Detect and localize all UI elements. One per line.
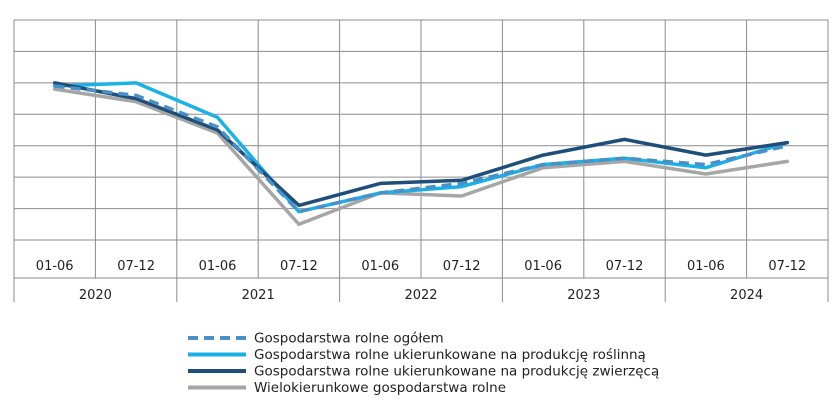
- legend-label: Gospodarstwa rolne ukierunkowane na prod…: [254, 347, 646, 363]
- year-label: 2023: [567, 288, 600, 303]
- series-line: [52, 81, 790, 208]
- year-label: 2022: [404, 288, 437, 303]
- x-tick-label: 07-12: [443, 259, 481, 274]
- x-tick-label: 01-06: [687, 259, 725, 274]
- x-tick-label: 07-12: [606, 259, 644, 274]
- series-lines: [52, 81, 790, 227]
- legend-label: Wielokierunkowe gospodarstwa rolne: [254, 380, 506, 396]
- x-axis: 01-06 07-12 01-06 07-12 01-06 07-12 01-06 07-12…: [13, 20, 829, 303]
- legend-label: Gospodarstwa rolne ogółem: [254, 331, 444, 347]
- x-tick-label: 07-12: [117, 259, 155, 274]
- series-line: [54, 84, 788, 214]
- x-tick-label: 01-06: [361, 259, 399, 274]
- legend-label: Gospodarstwa rolne ukierunkowane na prod…: [254, 364, 659, 380]
- year-label: 2020: [79, 288, 112, 303]
- x-tick-label: 01-06: [199, 259, 237, 274]
- x-tick-label: 07-12: [768, 259, 806, 274]
- x-tick-label: 01-06: [36, 259, 74, 274]
- x-tick-label: 07-12: [280, 259, 318, 274]
- x-tick-label: 01-06: [524, 259, 562, 274]
- year-label: 2024: [730, 288, 763, 303]
- year-label: 2021: [242, 288, 275, 303]
- series-line: [52, 87, 790, 227]
